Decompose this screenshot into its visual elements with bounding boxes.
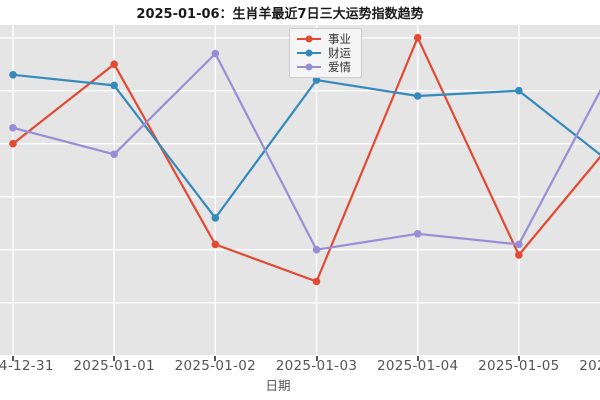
legend-line-marker-icon — [297, 35, 321, 43]
data-point-财运 — [413, 92, 422, 100]
data-point-事业 — [110, 60, 118, 68]
x-tick-label: 2025-01-05 — [478, 358, 560, 374]
data-point-爱情 — [413, 230, 422, 238]
x-tick-label: 2025-01-04 — [376, 358, 459, 374]
x-tick-mark — [416, 356, 419, 361]
x-tick-label: 2025-01-03 — [275, 358, 358, 374]
chart-title: 2025-01-06：生肖羊最近7日三大运势指数趋势 — [136, 7, 424, 22]
legend-item: 财运 — [297, 47, 351, 59]
data-point-财运 — [211, 214, 220, 222]
data-point-事业 — [515, 251, 523, 259]
legend-dot-icon — [305, 63, 313, 71]
x-tick-mark — [12, 356, 14, 361]
legend-label: 事业 — [328, 32, 351, 46]
x-tick-mark — [517, 356, 520, 361]
plot-area — [0, 25, 600, 356]
data-point-爱情 — [312, 245, 321, 254]
data-point-事业 — [413, 33, 422, 42]
legend-item: 爱情 — [297, 61, 351, 73]
legend-dot-icon — [305, 49, 313, 57]
x-tick-mark — [113, 356, 116, 361]
legend-dot-icon — [305, 35, 313, 43]
data-point-事业 — [312, 277, 321, 286]
data-point-爱情 — [211, 49, 220, 58]
x-tick-label: 2024-12-31 — [0, 358, 54, 374]
data-point-事业 — [9, 139, 17, 148]
x-tick-mark — [315, 356, 318, 361]
data-point-爱情 — [9, 124, 17, 132]
data-point-财运 — [515, 86, 523, 95]
legend-line-marker-icon — [297, 49, 321, 57]
x-tick-mark — [214, 356, 217, 361]
x-tick-label: 2025-01-02 — [174, 358, 257, 374]
x-tick-label: 2025-01-06 — [579, 358, 600, 374]
legend: 事业 财运 爱情 — [289, 28, 362, 78]
data-point-爱情 — [515, 240, 523, 249]
legend-label: 财运 — [328, 46, 351, 60]
line-chart-canvas — [0, 25, 600, 356]
data-point-财运 — [110, 81, 118, 90]
data-point-事业 — [211, 240, 220, 249]
data-point-爱情 — [110, 150, 118, 159]
legend-label: 爱情 — [328, 60, 351, 74]
data-point-财运 — [9, 71, 17, 79]
legend-item: 事业 — [297, 33, 351, 45]
x-tick-label: 2025-01-01 — [73, 358, 155, 374]
x-axis-title: 日期 — [265, 378, 291, 393]
data-point-财运 — [312, 76, 321, 84]
legend-line-marker-icon — [297, 63, 321, 71]
